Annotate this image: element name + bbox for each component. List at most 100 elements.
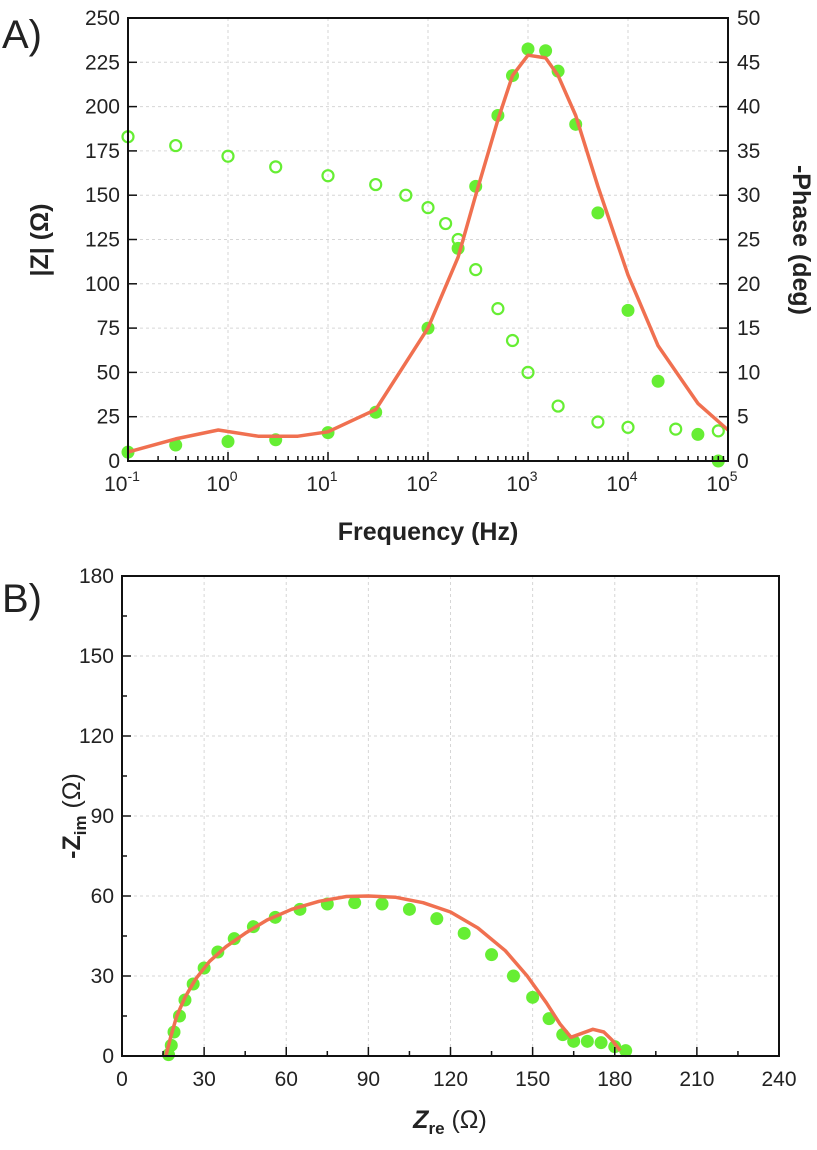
panel-a-left-y-tick-label: 0: [108, 450, 120, 473]
panel-b: B) 0 30 60 90 120 150 180 210 240 0 30 60 90 120 150 18…: [2, 565, 797, 1138]
panel-a-label: A): [2, 13, 42, 57]
panel-a-x-tick-label: 105: [706, 468, 737, 496]
panel-a-left-y-tick-label: 25: [97, 406, 120, 429]
panel-b-x-tick-label: 120: [433, 1068, 468, 1091]
panel-a-open-point: [221, 149, 235, 163]
panel-a-x-tick-label: 102: [406, 468, 437, 496]
panel-a-filled-point: [539, 44, 553, 58]
panel-b-filled-point: [485, 948, 499, 962]
panel-b-filled-point: [375, 897, 389, 911]
panel-a-x-tick-label: 10-1: [104, 468, 140, 496]
panel-a-left-y-tick-label: 50: [97, 361, 120, 384]
panel-b-y-axis-title-sub: im: [71, 815, 90, 835]
panel-a-open-point: [491, 302, 505, 316]
panel-b-filled-point: [580, 1034, 594, 1048]
panel-a-open-point: [551, 399, 565, 413]
panel-a-x-tick-label: 101: [306, 468, 337, 496]
panel-a-open-point: [669, 422, 683, 436]
panel-b-ticks: 0 30 60 90 120 150 180 210 240 0 30 60 90 120 150 180: [79, 565, 797, 1091]
panel-a-x-tick-label: 103: [506, 468, 537, 496]
panel-b-filled-point: [402, 902, 416, 916]
panel-b-filled-point: [348, 896, 362, 910]
panel-a-x-tick-label: 104: [606, 468, 637, 496]
panel-b-filled-point: [542, 1012, 556, 1026]
panel-a-open-point: [421, 201, 435, 215]
panel-a-open-point: [269, 160, 283, 174]
panel-b-grid: [122, 576, 779, 1056]
panel-a: A) 10-1 100 101 102 103 104 105025507510012515…: [2, 7, 815, 546]
panel-a-open-point: [169, 138, 183, 153]
panel-a-open-point: [621, 420, 635, 434]
panel-a-open-point: [369, 177, 383, 192]
panel-a-open-point: [591, 415, 605, 429]
panel-a-left-y-tick-label: 75: [97, 317, 120, 340]
panel-a-x-tick-label: 100: [206, 468, 237, 496]
panel-b-x-axis-title-main: Z: [412, 1106, 430, 1134]
panel-a-right-y-tick-label: 50: [737, 7, 760, 30]
panel-a-filled-point: [621, 303, 635, 317]
panel-a-right-y-tick-label: 30: [737, 184, 760, 207]
panel-b-x-tick-label: 90: [357, 1068, 380, 1091]
panel-a-left-y-axis-title: |Z| (Ω): [26, 204, 54, 277]
panel-a-filled-point: [551, 64, 565, 78]
panel-b-label: B): [2, 577, 42, 621]
panel-b-y-axis-title: -Zim (Ω): [58, 773, 90, 859]
panel-a-open-point: [505, 333, 520, 348]
panel-b-series: [162, 894, 633, 1062]
panel-b-x-tick-label: 30: [192, 1068, 215, 1091]
panel-a-series: [121, 42, 730, 468]
panel-a-right-y-tick-label: 15: [737, 317, 760, 340]
panel-a-grid: [128, 18, 728, 461]
panel-a-filled-point: [691, 427, 705, 441]
panel-a-open-point: [321, 169, 335, 183]
panel-b-y-tick-label: 150: [79, 645, 114, 668]
panel-a-open-point: [469, 263, 483, 277]
panel-a-right-y-tick-label: 40: [737, 96, 760, 119]
panel-a-left-y-tick-label: 175: [85, 140, 120, 163]
panel-b-y-tick-label: 60: [91, 885, 114, 908]
panel-a-filled-point: [369, 405, 383, 419]
panel-a-right-y-axis-title: -Phase (deg): [787, 165, 815, 315]
panel-a-left-y-tick-label: 100: [85, 273, 120, 296]
panel-b-y-axis-title-unit: (Ω): [58, 773, 86, 815]
panel-b-x-axis-title-unit: (Ω): [445, 1106, 487, 1134]
panel-a-open-point: [439, 216, 453, 231]
panel-b-y-axis-title-main: -Z: [58, 835, 86, 859]
panel-a-right-y-tick-label: 35: [737, 140, 760, 163]
panel-b-x-tick-label: 0: [116, 1068, 128, 1091]
panel-a-left-y-tick-label: 125: [85, 229, 120, 252]
panel-a-right-y-tick-label: 20: [737, 273, 760, 296]
panel-b-y-tick-label: 90: [91, 805, 114, 828]
panel-a-right-y-tick-label: 10: [737, 361, 760, 384]
panel-a-filled-point: [221, 435, 235, 449]
panel-b-x-tick-label: 150: [515, 1068, 550, 1091]
panel-a-left-y-tick-label: 250: [85, 7, 120, 30]
panel-b-filled-point: [594, 1036, 608, 1050]
panel-b-y-tick-label: 30: [91, 965, 114, 988]
panel-a-right-y-tick-label: 0: [737, 450, 749, 473]
panel-b-x-tick-label: 210: [679, 1068, 714, 1091]
panel-a-right-y-tick-label: 45: [737, 51, 760, 74]
panel-a-open-point: [521, 365, 535, 379]
panel-b-x-axis-title: Zre (Ω): [412, 1106, 487, 1138]
panel-a-left-y-tick-label: 225: [85, 51, 120, 74]
panel-a-filled-point: [651, 374, 665, 388]
panel-b-x-tick-label: 60: [275, 1068, 298, 1091]
panel-a-ticks: 10-1 100 101 102 103 104 105025507510012515017…: [85, 7, 760, 496]
panel-b-y-tick-label: 0: [102, 1045, 114, 1068]
panel-a-filled-point: [521, 42, 535, 56]
panel-a-open-point: [399, 188, 413, 202]
panel-b-x-axis-title-sub: re: [428, 1119, 444, 1138]
panel-b-filled-point: [457, 926, 471, 940]
panel-a-left-y-tick-label: 150: [85, 184, 120, 207]
panel-a-right-y-tick-label: 25: [737, 229, 760, 252]
panel-a-filled-point: [169, 438, 183, 452]
panel-a-open-point: [711, 424, 725, 438]
panel-a-filled-point: [591, 206, 605, 220]
panel-b-fit-line: [164, 894, 622, 1057]
panel-b-filled-point: [430, 912, 444, 926]
panel-b-y-tick-label: 180: [79, 565, 114, 588]
panel-a-fit-line: [127, 53, 730, 454]
panel-a-right-y-tick-label: 5: [737, 406, 749, 429]
